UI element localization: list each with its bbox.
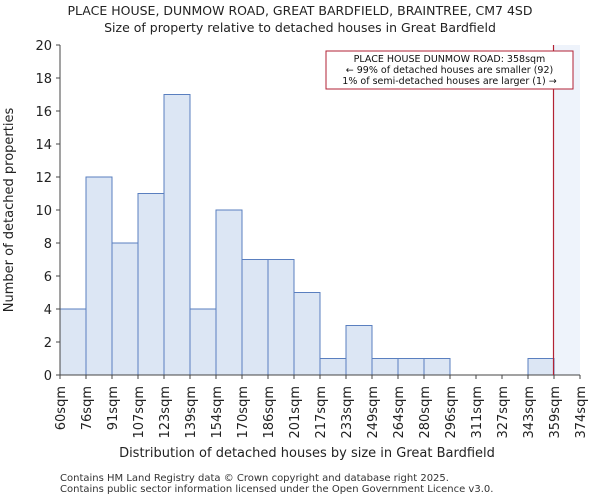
x-tick-label: 154sqm	[210, 386, 225, 439]
x-tick-label: 186sqm	[262, 386, 277, 439]
x-tick-label: 170sqm	[236, 386, 251, 439]
bar-76sqm	[85, 176, 113, 376]
x-axis-label: Distribution of detached houses by size …	[119, 446, 495, 461]
bar-60sqm	[59, 308, 87, 376]
x-tick-label: 107sqm	[132, 386, 147, 439]
x-tick-label: 374sqm	[574, 386, 589, 439]
bar-280sqm	[423, 358, 451, 376]
bar-123sqm	[163, 94, 191, 376]
chart-title-block: PLACE HOUSE, DUNMOW ROAD, GREAT BARDFIEL…	[0, 2, 600, 36]
x-tick-label: 233sqm	[340, 386, 355, 439]
bar-249sqm	[371, 358, 399, 376]
bar-107sqm	[137, 193, 165, 376]
y-tick-label: 8	[44, 237, 52, 252]
x-tick-label: 264sqm	[392, 386, 407, 439]
bar-139sqm	[189, 308, 217, 376]
y-tick-label: 14	[35, 138, 52, 153]
property-highlight-region	[553, 45, 580, 375]
y-tick-label: 16	[35, 105, 52, 120]
y-tick-label: 4	[44, 303, 52, 318]
y-axis-label: Number of detached properties	[2, 108, 17, 313]
bar-201sqm	[293, 292, 321, 376]
y-tick-label: 6	[44, 270, 52, 285]
y-tick-label: 18	[35, 72, 52, 87]
x-tick-label: 280sqm	[418, 386, 433, 439]
bar-154sqm	[215, 209, 243, 376]
x-tick-label: 76sqm	[80, 386, 95, 430]
footer-line-1: Contains HM Land Registry data © Crown c…	[60, 473, 449, 484]
x-tick-label: 91sqm	[106, 386, 121, 430]
y-tick-label: 0	[44, 369, 52, 384]
chart-subtitle: Size of property relative to detached ho…	[104, 20, 496, 35]
annotation-line-2: ← 99% of detached houses are smaller (92…	[346, 65, 553, 76]
bar-186sqm	[267, 259, 295, 376]
x-tick-label: 327sqm	[496, 386, 511, 439]
bar-343sqm	[527, 358, 555, 376]
y-tick-label: 12	[35, 171, 52, 186]
x-tick-label: 343sqm	[522, 386, 537, 439]
x-tick-label: 311sqm	[470, 386, 485, 439]
bar-91sqm	[111, 242, 139, 376]
y-tick-label: 10	[35, 204, 52, 219]
x-tick-label: 201sqm	[288, 386, 303, 439]
x-tick-label: 217sqm	[314, 386, 329, 439]
x-tick-label: 249sqm	[366, 386, 381, 439]
y-tick-label: 2	[44, 336, 52, 351]
x-tick-label: 139sqm	[184, 386, 199, 439]
x-tick-label: 123sqm	[158, 386, 173, 439]
footer-line-2: Contains public sector information licen…	[60, 484, 494, 495]
annotation-line-1: PLACE HOUSE DUNMOW ROAD: 358sqm	[354, 54, 546, 65]
bar-217sqm	[319, 358, 347, 376]
chart-title: PLACE HOUSE, DUNMOW ROAD, GREAT BARDFIEL…	[67, 3, 533, 18]
annotation-box	[325, 50, 574, 90]
x-tick-label: 296sqm	[444, 386, 459, 439]
footer: Contains HM Land Registry data © Crown c…	[60, 473, 493, 495]
bar-264sqm	[397, 358, 425, 376]
x-tick-label: 359sqm	[548, 386, 563, 439]
bar-233sqm	[345, 325, 373, 376]
bar-170sqm	[241, 259, 269, 376]
x-tick-label: 60sqm	[54, 386, 69, 430]
y-tick-label: 20	[35, 39, 52, 54]
annotation-line-3: 1% of semi-detached houses are larger (1…	[342, 76, 556, 87]
